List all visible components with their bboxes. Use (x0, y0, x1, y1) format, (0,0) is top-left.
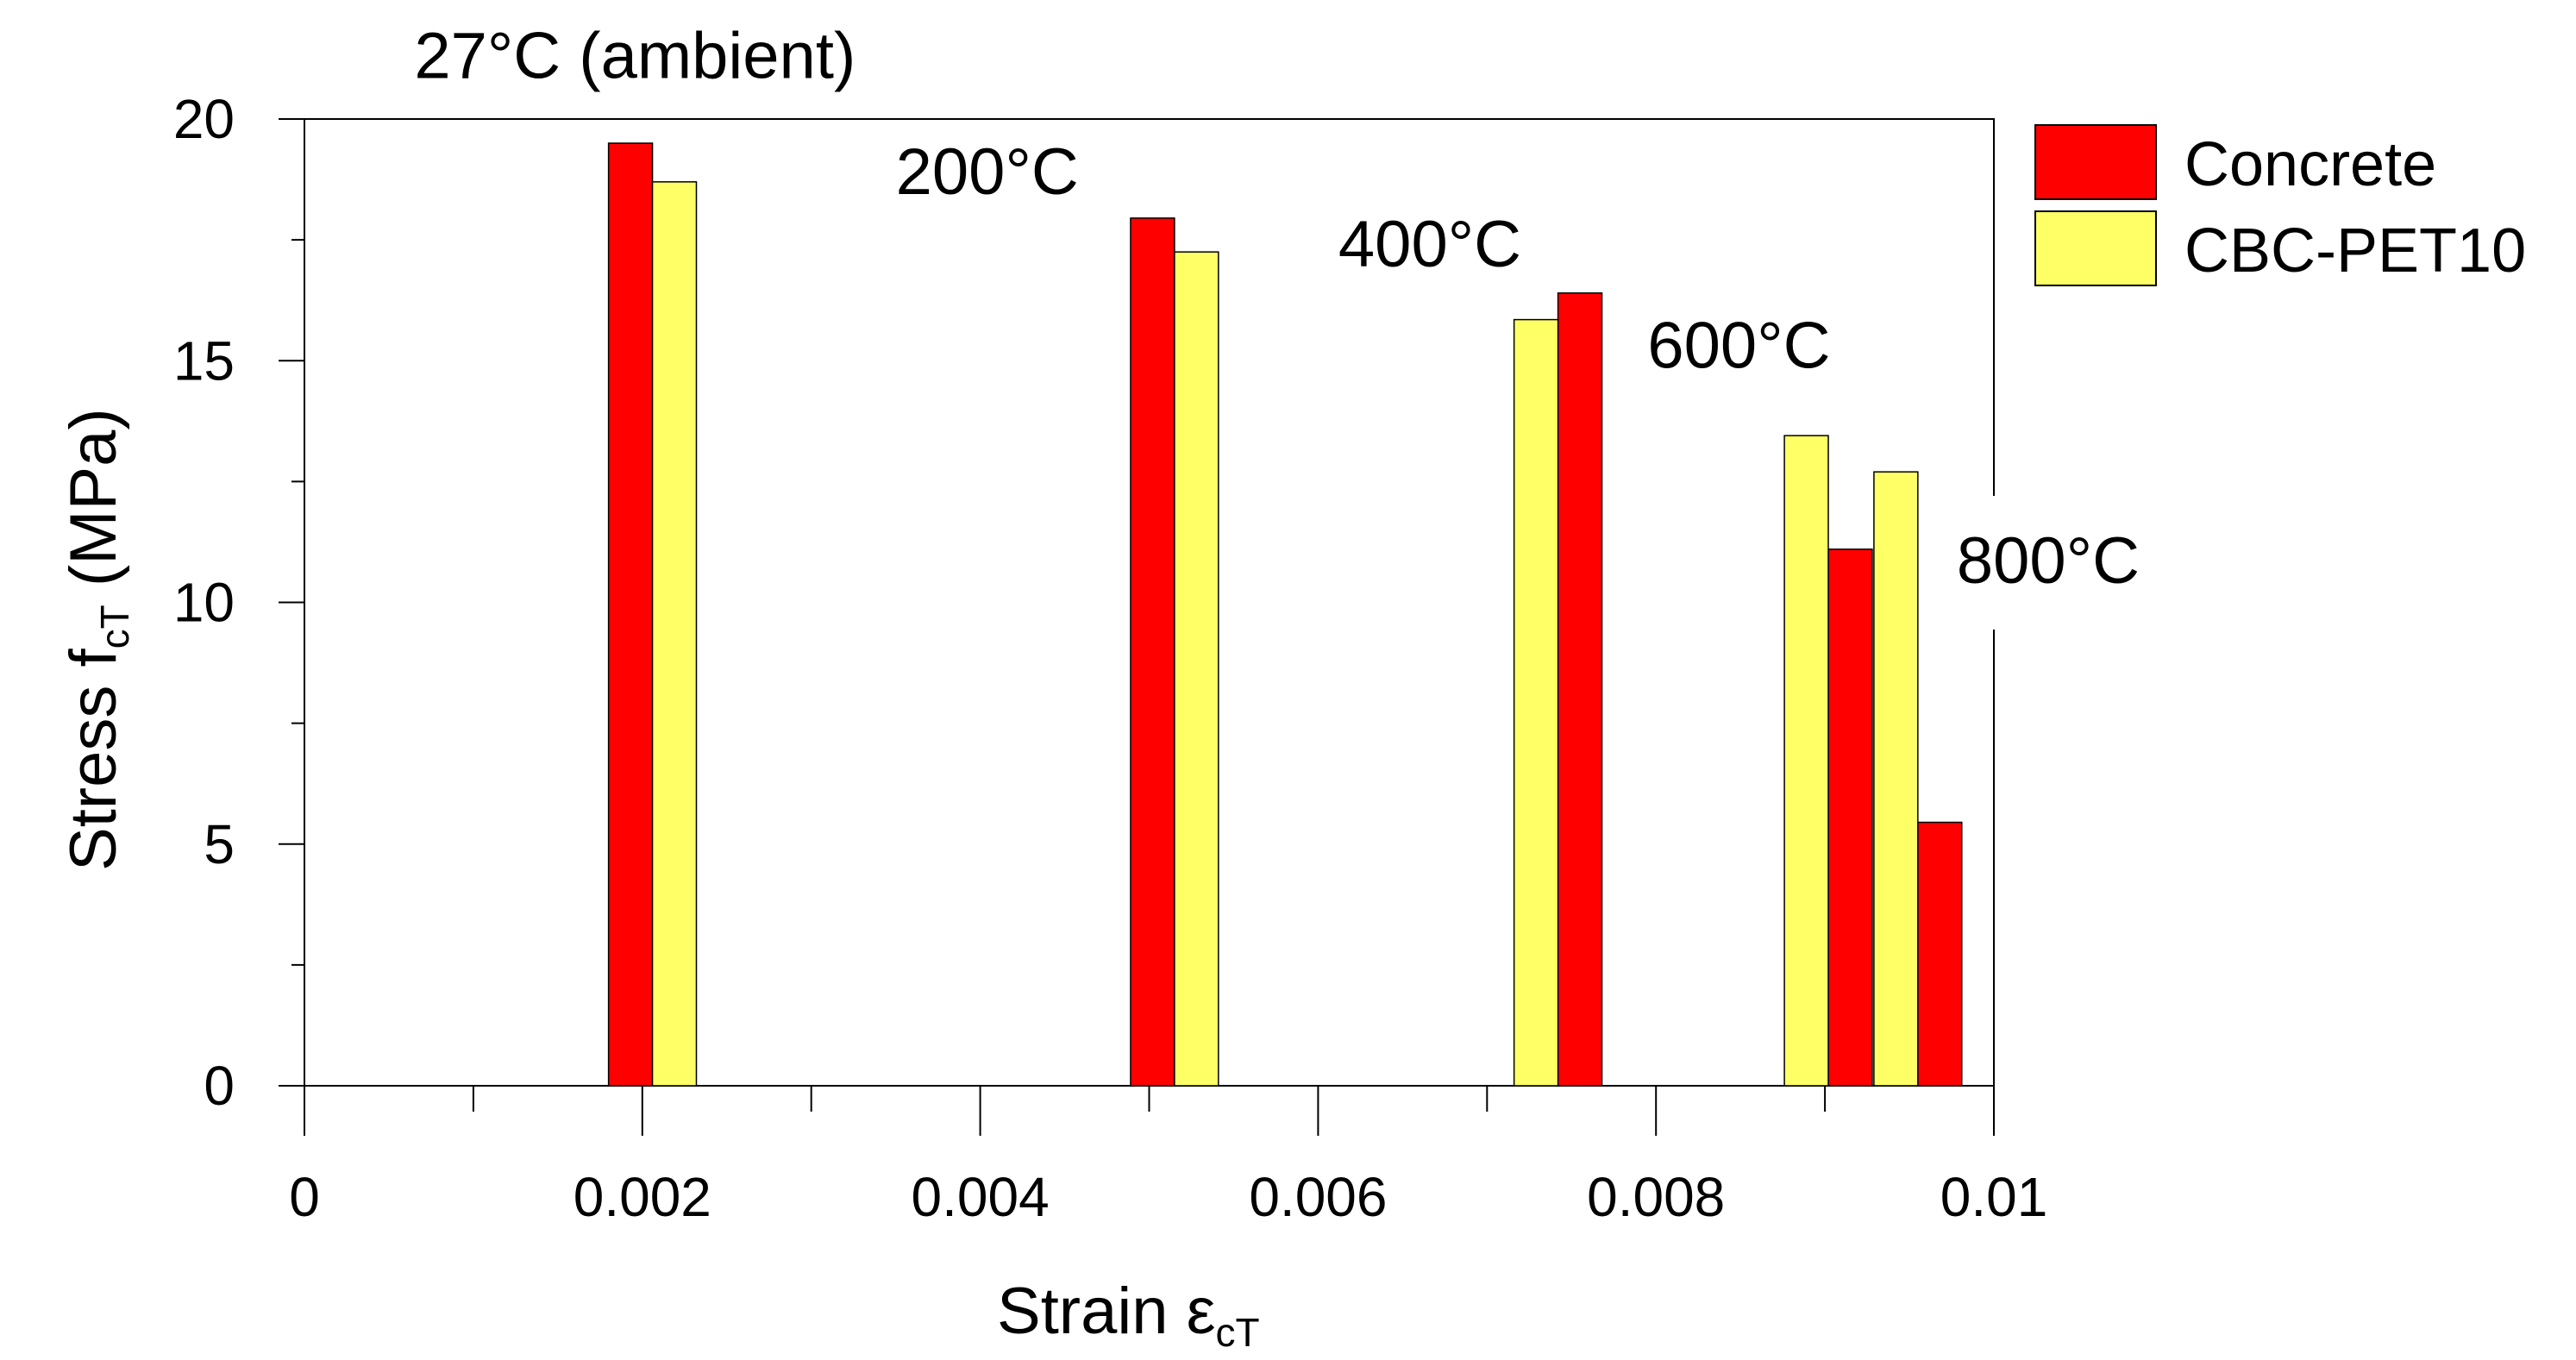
y-tick-labels: 0 5 10 15 20 (173, 88, 235, 1117)
temperature-labels: 27°C (ambient) 200°C 400°C 600°C 800°C (414, 19, 2140, 598)
legend-label-concrete: Concrete (2184, 130, 2436, 199)
x-tick-label: 0.008 (1587, 1166, 1725, 1228)
x-tick-label: 0.004 (912, 1166, 1050, 1228)
bar-cbc-pet10 (1513, 318, 1559, 1087)
x-axis-title-main: Strain (997, 1275, 1187, 1348)
bar-concrete (1827, 548, 1873, 1087)
major-ticks (279, 118, 1995, 1136)
temperature-label: 800°C (1957, 524, 2140, 598)
y-axis-title-sub: cT (92, 605, 137, 649)
x-axis-title: Strain εcT (997, 1275, 1260, 1355)
legend-label-cbc-pet10: CBC-PET10 (2184, 216, 2526, 285)
y-tick-label: 20 (173, 88, 235, 150)
x-axis-title-symbol: ε (1187, 1275, 1216, 1348)
bar-cbc-pet10 (1174, 251, 1219, 1087)
bar-concrete (607, 142, 654, 1087)
legend-swatch-concrete (2034, 124, 2157, 200)
legend-swatch-cbc-pet10 (2034, 210, 2157, 286)
bar-cbc-pet10 (1783, 435, 1829, 1087)
y-tick-label: 0 (204, 1055, 235, 1117)
y-tick-label: 10 (173, 572, 235, 634)
x-tick-label: 0.002 (573, 1166, 711, 1228)
temperature-label: 27°C (ambient) (414, 19, 856, 92)
y-axis-title-unit: (MPa) (57, 408, 130, 605)
bar-cbc-pet10 (1873, 471, 1919, 1087)
label-mask (1975, 496, 2015, 630)
bar-concrete (1130, 217, 1175, 1087)
minor-ticks (291, 239, 1827, 1112)
y-axis-title-main: Stress f (57, 649, 130, 871)
y-tick-label: 5 (204, 813, 235, 875)
bars (607, 142, 1963, 1087)
bar-concrete (1917, 821, 1963, 1087)
temperature-label: 600°C (1647, 310, 1830, 383)
temperature-label: 400°C (1338, 208, 1521, 281)
legend: Concrete CBC-PET10 (2034, 124, 2526, 286)
x-tick-label: 0.006 (1249, 1166, 1387, 1228)
bar-cbc-pet10 (651, 181, 698, 1087)
x-tick-labels: 0 0.002 0.004 0.006 0.008 0.01 (289, 1166, 2047, 1228)
x-axis-title-sub: cT (1216, 1310, 1260, 1355)
bar-concrete (1557, 292, 1603, 1087)
y-tick-label: 15 (173, 329, 235, 392)
y-axis-title: Stress fcT (MPa) (57, 408, 137, 871)
temperature-label: 200°C (896, 135, 1079, 209)
x-tick-label: 0.01 (1940, 1166, 2048, 1228)
x-tick-label: 0 (289, 1166, 320, 1228)
